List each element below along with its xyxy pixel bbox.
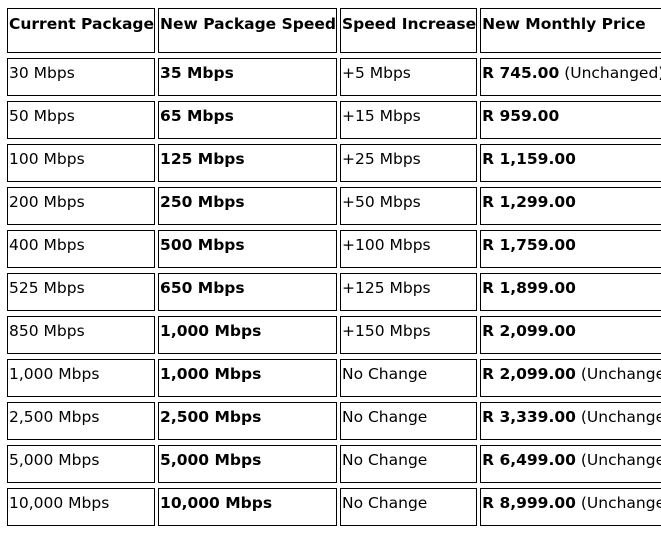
new-package-speed-cell: 35 Mbps (158, 58, 337, 96)
current-package-cell: 10,000 Mbps (7, 488, 156, 526)
new-monthly-price-cell: R 8,999.00 (Unchanged) (480, 488, 661, 526)
price-amount: R 8,999.00 (482, 494, 576, 512)
current-package-cell: 100 Mbps (7, 144, 156, 182)
speed-increase-cell: +15 Mbps (339, 101, 478, 139)
speed-increase-cell: +125 Mbps (339, 273, 478, 311)
price-amount: R 2,099.00 (482, 365, 576, 383)
current-package-cell: 850 Mbps (7, 316, 156, 354)
price-amount: R 2,099.00 (482, 322, 576, 340)
table-header-row: Current Package New Package Speed Speed … (7, 8, 661, 53)
new-package-speed-cell: 1,000 Mbps (158, 359, 337, 397)
current-package-cell: 1,000 Mbps (7, 359, 156, 397)
speed-increase-cell: +100 Mbps (339, 230, 478, 268)
table-row: 50 Mbps 65 Mbps +15 Mbps R 959.00 (7, 101, 661, 139)
new-monthly-price-cell: R 2,099.00 (480, 316, 661, 354)
header-new-monthly-price: New Monthly Price (480, 8, 661, 53)
current-package-cell: 2,500 Mbps (7, 402, 156, 440)
header-new-package-speed: New Package Speed (158, 8, 337, 53)
current-package-cell: 50 Mbps (7, 101, 156, 139)
new-package-speed-cell: 500 Mbps (158, 230, 337, 268)
price-amount: R 745.00 (482, 64, 560, 82)
table-row: 400 Mbps 500 Mbps +100 Mbps R 1,759.00 (7, 230, 661, 268)
price-note: (Unchanged) (580, 451, 661, 469)
speed-increase-cell: No Change (339, 488, 478, 526)
speed-increase-cell: No Change (339, 445, 478, 483)
new-monthly-price-cell: R 1,759.00 (480, 230, 661, 268)
price-amount: R 6,499.00 (482, 451, 576, 469)
current-package-cell: 525 Mbps (7, 273, 156, 311)
speed-increase-cell: +50 Mbps (339, 187, 478, 225)
new-monthly-price-cell: R 1,899.00 (480, 273, 661, 311)
new-monthly-price-cell: R 959.00 (480, 101, 661, 139)
new-package-speed-cell: 1,000 Mbps (158, 316, 337, 354)
new-monthly-price-cell: R 745.00 (Unchanged) (480, 58, 661, 96)
speed-increase-cell: No Change (339, 402, 478, 440)
price-note: (Unchanged) (559, 64, 661, 82)
price-amount: R 1,899.00 (482, 279, 576, 297)
table-row: 850 Mbps 1,000 Mbps +150 Mbps R 2,099.00 (7, 316, 661, 354)
table-body: 30 Mbps 35 Mbps +5 Mbps R 745.00 (Unchanged… (7, 58, 661, 526)
header-current-package: Current Package (7, 8, 156, 53)
table-row: 1,000 Mbps 1,000 Mbps No Change R 2,099.00 … (7, 359, 661, 397)
new-package-speed-cell: 650 Mbps (158, 273, 337, 311)
new-monthly-price-cell: R 2,099.00 (Unchanged) (480, 359, 661, 397)
package-price-table: Current Package New Package Speed Speed … (4, 3, 661, 531)
price-amount: R 3,339.00 (482, 408, 576, 426)
current-package-cell: 200 Mbps (7, 187, 156, 225)
current-package-cell: 5,000 Mbps (7, 445, 156, 483)
table-row: 100 Mbps 125 Mbps +25 Mbps R 1,159.00 (7, 144, 661, 182)
price-amount: R 959.00 (482, 107, 560, 125)
new-monthly-price-cell: R 3,339.00 (Unchanged) (480, 402, 661, 440)
table-row: 10,000 Mbps 10,000 Mbps No Change R 8,999.0… (7, 488, 661, 526)
price-note: (Unchanged) (580, 494, 661, 512)
new-monthly-price-cell: R 1,159.00 (480, 144, 661, 182)
speed-increase-cell: +25 Mbps (339, 144, 478, 182)
new-package-speed-cell: 250 Mbps (158, 187, 337, 225)
new-package-speed-cell: 65 Mbps (158, 101, 337, 139)
new-package-speed-cell: 2,500 Mbps (158, 402, 337, 440)
price-amount: R 1,159.00 (482, 150, 576, 168)
current-package-cell: 400 Mbps (7, 230, 156, 268)
table-row: 2,500 Mbps 2,500 Mbps No Change R 3,339.00 … (7, 402, 661, 440)
new-monthly-price-cell: R 6,499.00 (Unchanged) (480, 445, 661, 483)
price-amount: R 1,299.00 (482, 193, 576, 211)
header-speed-increase: Speed Increase (339, 8, 478, 53)
new-monthly-price-cell: R 1,299.00 (480, 187, 661, 225)
speed-increase-cell: +150 Mbps (339, 316, 478, 354)
new-package-speed-cell: 125 Mbps (158, 144, 337, 182)
new-package-speed-cell: 5,000 Mbps (158, 445, 337, 483)
price-note: (Unchanged) (580, 365, 661, 383)
speed-increase-cell: No Change (339, 359, 478, 397)
table-row: 5,000 Mbps 5,000 Mbps No Change R 6,499.00 … (7, 445, 661, 483)
new-package-speed-cell: 10,000 Mbps (158, 488, 337, 526)
table-row: 525 Mbps 650 Mbps +125 Mbps R 1,899.00 (7, 273, 661, 311)
price-amount: R 1,759.00 (482, 236, 576, 254)
current-package-cell: 30 Mbps (7, 58, 156, 96)
price-note: (Unchanged) (580, 408, 661, 426)
speed-increase-cell: +5 Mbps (339, 58, 478, 96)
table-row: 30 Mbps 35 Mbps +5 Mbps R 745.00 (Unchanged… (7, 58, 661, 96)
table-row: 200 Mbps 250 Mbps +50 Mbps R 1,299.00 (7, 187, 661, 225)
